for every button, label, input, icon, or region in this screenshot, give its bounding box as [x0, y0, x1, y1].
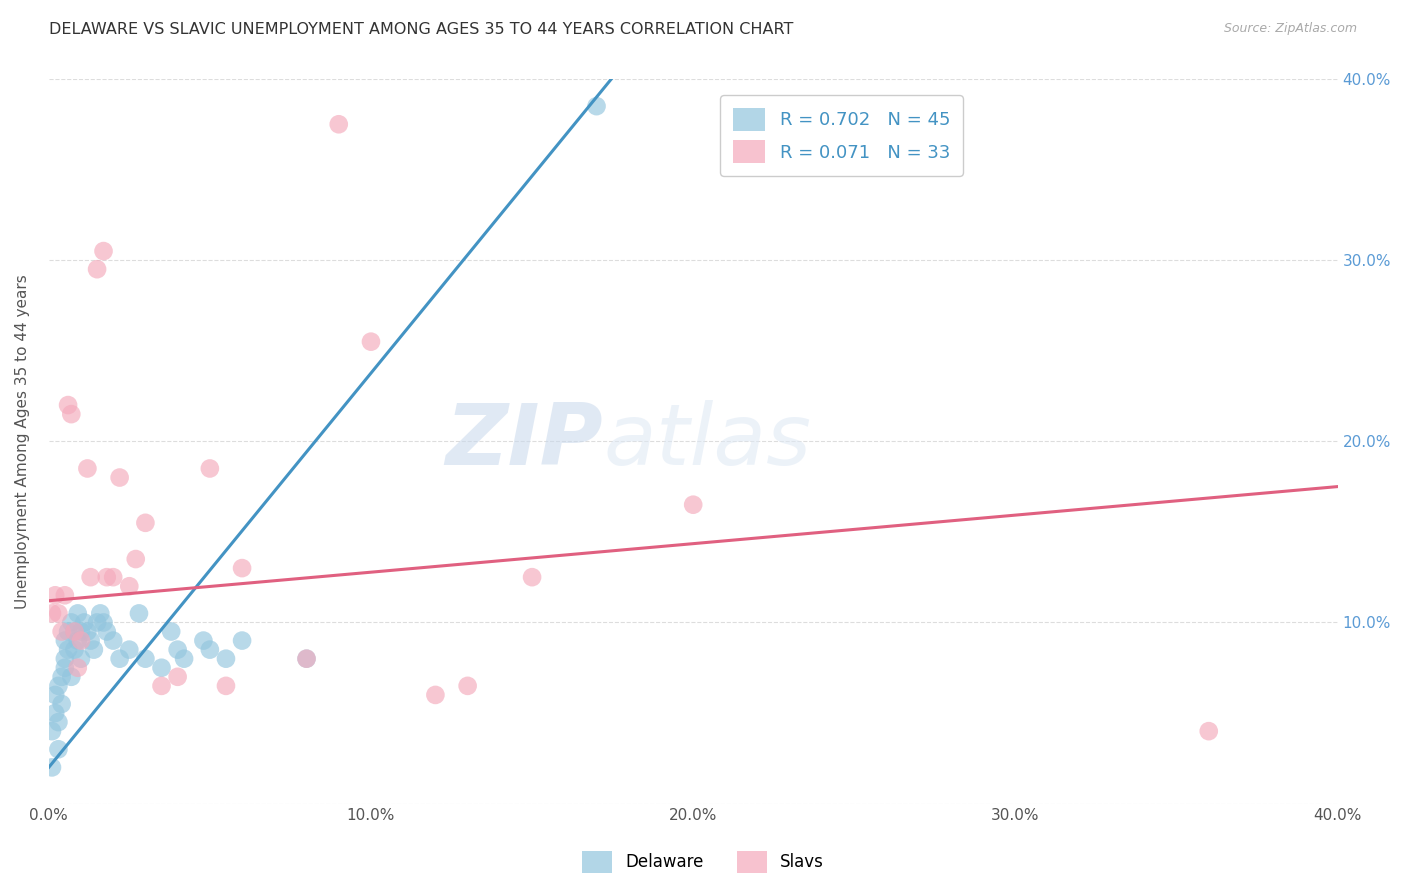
Point	[328, 117, 350, 131]
Point	[51, 670, 73, 684]
Point	[198, 461, 221, 475]
Point	[103, 633, 125, 648]
Point	[96, 624, 118, 639]
Point	[83, 642, 105, 657]
Point	[73, 615, 96, 630]
Point	[89, 607, 111, 621]
Point	[53, 661, 76, 675]
Point	[103, 570, 125, 584]
Point	[118, 579, 141, 593]
Y-axis label: Unemployment Among Ages 35 to 44 years: Unemployment Among Ages 35 to 44 years	[15, 274, 30, 608]
Point	[160, 624, 183, 639]
Point	[41, 607, 63, 621]
Point	[41, 760, 63, 774]
Point	[173, 651, 195, 665]
Point	[108, 470, 131, 484]
Text: Source: ZipAtlas.com: Source: ZipAtlas.com	[1223, 22, 1357, 36]
Point	[118, 642, 141, 657]
Point	[93, 615, 115, 630]
Point	[150, 679, 173, 693]
Point	[44, 588, 66, 602]
Point	[520, 570, 543, 584]
Text: ZIP: ZIP	[446, 400, 603, 483]
Point	[166, 670, 188, 684]
Point	[51, 624, 73, 639]
Point	[457, 679, 479, 693]
Point	[60, 670, 83, 684]
Point	[44, 706, 66, 720]
Point	[79, 633, 101, 648]
Legend: R = 0.702   N = 45, R = 0.071   N = 33: R = 0.702 N = 45, R = 0.071 N = 33	[720, 95, 963, 176]
Point	[70, 633, 93, 648]
Point	[63, 624, 86, 639]
Point	[70, 651, 93, 665]
Point	[79, 570, 101, 584]
Point	[150, 661, 173, 675]
Point	[1198, 724, 1220, 739]
Point	[53, 588, 76, 602]
Point	[295, 651, 318, 665]
Point	[56, 642, 79, 657]
Point	[60, 407, 83, 421]
Text: atlas: atlas	[603, 400, 811, 483]
Point	[682, 498, 704, 512]
Point	[125, 552, 148, 566]
Point	[128, 607, 150, 621]
Point	[76, 624, 98, 639]
Point	[76, 461, 98, 475]
Point	[48, 715, 70, 730]
Point	[231, 561, 253, 575]
Point	[108, 651, 131, 665]
Point	[66, 607, 89, 621]
Point	[66, 661, 89, 675]
Point	[585, 99, 607, 113]
Point	[56, 624, 79, 639]
Point	[425, 688, 447, 702]
Point	[231, 633, 253, 648]
Point	[66, 633, 89, 648]
Point	[56, 398, 79, 412]
Point	[53, 633, 76, 648]
Legend: Delaware, Slavs: Delaware, Slavs	[575, 845, 831, 880]
Point	[48, 679, 70, 693]
Point	[44, 688, 66, 702]
Point	[53, 651, 76, 665]
Point	[93, 244, 115, 258]
Point	[70, 624, 93, 639]
Point	[41, 724, 63, 739]
Point	[86, 615, 108, 630]
Point	[193, 633, 215, 648]
Point	[96, 570, 118, 584]
Point	[134, 516, 156, 530]
Point	[215, 651, 238, 665]
Point	[86, 262, 108, 277]
Point	[295, 651, 318, 665]
Point	[360, 334, 382, 349]
Point	[63, 624, 86, 639]
Point	[48, 607, 70, 621]
Point	[60, 615, 83, 630]
Point	[63, 642, 86, 657]
Point	[166, 642, 188, 657]
Point	[134, 651, 156, 665]
Text: DELAWARE VS SLAVIC UNEMPLOYMENT AMONG AGES 35 TO 44 YEARS CORRELATION CHART: DELAWARE VS SLAVIC UNEMPLOYMENT AMONG AG…	[49, 22, 793, 37]
Point	[198, 642, 221, 657]
Point	[215, 679, 238, 693]
Point	[48, 742, 70, 756]
Point	[51, 697, 73, 711]
